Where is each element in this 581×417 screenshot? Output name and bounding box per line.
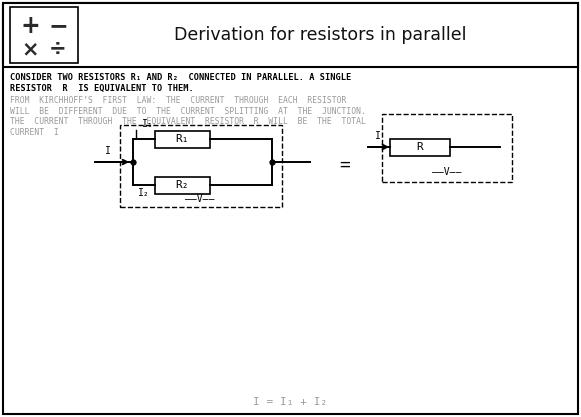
Bar: [155, 176, 210, 193]
Text: CURRENT  I: CURRENT I: [10, 128, 59, 136]
Text: −: −: [48, 14, 68, 38]
Text: ––V––: ––V––: [432, 167, 462, 177]
Bar: [390, 138, 450, 156]
Bar: [3, 3, 578, 67]
Text: I: I: [375, 131, 381, 141]
Text: I = I₁ + I₂: I = I₁ + I₂: [253, 397, 327, 407]
Text: FROM  KIRCHHOFF’S  FIRST  LAW:  THE  CURRENT  THROUGH  EACH  RESISTOR: FROM KIRCHHOFF’S FIRST LAW: THE CURRENT …: [10, 96, 346, 105]
Text: I₂: I₂: [138, 188, 150, 198]
Text: ÷: ÷: [49, 39, 67, 59]
Text: I₁: I₁: [142, 119, 154, 129]
Text: ––V––: ––V––: [185, 194, 215, 204]
Text: ×: ×: [21, 39, 39, 59]
Text: R₂: R₂: [175, 180, 189, 190]
Text: CONSIDER TWO RESISTORS R₁ AND R₂  CONNECTED IN PARALLEL. A SINGLE: CONSIDER TWO RESISTORS R₁ AND R₂ CONNECT…: [10, 73, 352, 82]
Bar: [155, 131, 210, 148]
Bar: [382, 114, 512, 182]
Text: R: R: [417, 142, 424, 152]
Text: Derivation for resistors in parallel: Derivation for resistors in parallel: [174, 26, 466, 44]
Bar: [10, 7, 78, 63]
Text: I: I: [105, 146, 111, 156]
Text: R₁: R₁: [175, 134, 189, 144]
Text: RESISTOR  R  IS EQUIVALENT TO THEM.: RESISTOR R IS EQUIVALENT TO THEM.: [10, 84, 193, 93]
Text: =: =: [339, 156, 350, 174]
Text: WILL  BE  DIFFERENT  DUE  TO  THE  CURRENT  SPLITTING  AT  THE  JUNCTION.: WILL BE DIFFERENT DUE TO THE CURRENT SPL…: [10, 106, 366, 116]
Text: +: +: [20, 14, 40, 38]
Text: THE  CURRENT  THROUGH  THE  EQUIVALENT  RESISTOR  R  WILL  BE  THE  TOTAL: THE CURRENT THROUGH THE EQUIVALENT RESIS…: [10, 117, 366, 126]
Bar: [120, 125, 282, 207]
